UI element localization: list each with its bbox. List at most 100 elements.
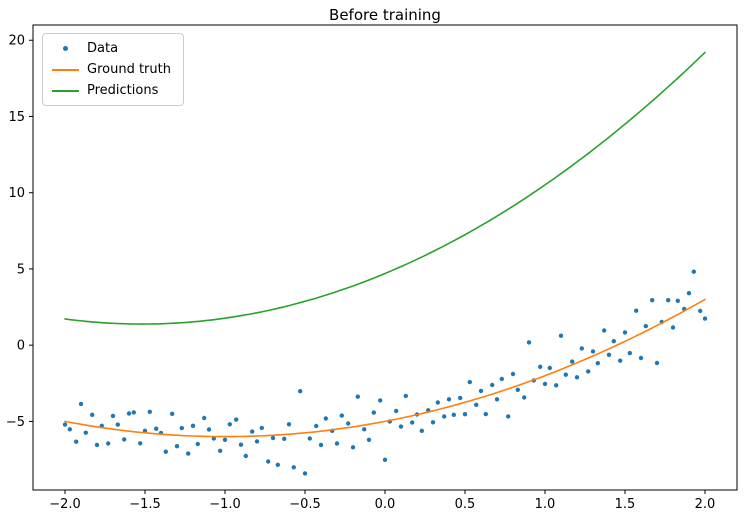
data-point	[643, 323, 648, 329]
scatter-series-data	[62, 269, 708, 476]
data-point	[211, 436, 216, 441]
data-point	[238, 442, 244, 447]
legend-label-data: Data	[87, 41, 119, 56]
data-point	[526, 340, 532, 345]
data-point	[586, 369, 591, 374]
y-tick-label: 0	[17, 339, 25, 354]
data-point	[483, 411, 488, 417]
data-point	[634, 308, 639, 313]
data-point	[446, 397, 452, 402]
data-point	[78, 401, 84, 407]
x-tick-label: 1.0	[535, 497, 556, 512]
data-point	[339, 413, 344, 418]
data-point	[270, 435, 276, 441]
data-point	[686, 291, 692, 296]
x-tick-label: 1.5	[615, 497, 636, 512]
data-point	[611, 339, 616, 344]
data-point	[243, 453, 248, 459]
data-point	[74, 439, 79, 444]
data-point	[590, 349, 596, 354]
data-point	[451, 412, 456, 417]
data-point	[334, 441, 340, 446]
data-point	[478, 388, 484, 394]
data-point	[282, 436, 287, 441]
data-point	[602, 328, 607, 333]
data-point	[266, 459, 271, 464]
data-point	[190, 423, 196, 428]
data-point	[494, 397, 500, 402]
legend-item-ground-truth: Ground truth	[52, 62, 171, 77]
data-point	[307, 436, 312, 441]
data-point	[174, 444, 180, 449]
data-point	[606, 352, 612, 357]
data-point	[131, 410, 136, 415]
line-series-ground-truth	[64, 298, 706, 438]
data-point	[110, 413, 116, 419]
x-tick-label: 2.0	[695, 497, 716, 512]
data-point	[371, 410, 376, 415]
data-point	[618, 358, 623, 363]
data-point	[403, 393, 408, 399]
data-point	[179, 425, 184, 431]
data-point	[442, 414, 447, 419]
data-point	[458, 395, 463, 401]
data-point	[275, 462, 280, 467]
data-point	[574, 375, 580, 380]
y-tick-label: 20	[8, 34, 25, 49]
data-point	[467, 379, 472, 385]
data-point	[378, 398, 383, 403]
data-point	[195, 441, 200, 447]
data-point	[542, 381, 548, 387]
data-point	[170, 411, 175, 416]
data-point	[154, 426, 159, 431]
data-point	[355, 394, 360, 399]
data-point	[435, 400, 440, 405]
data-point	[522, 395, 527, 400]
y-tick-label: 10	[8, 186, 25, 201]
data-point	[622, 330, 628, 335]
data-point	[259, 425, 264, 431]
line-series-predictions	[64, 51, 706, 325]
data-point	[515, 387, 520, 392]
data-point	[698, 308, 703, 314]
data-point	[314, 423, 319, 429]
x-tick-label: 0.5	[455, 497, 476, 512]
x-tick-label: −2.0	[49, 497, 81, 512]
data-point	[62, 422, 68, 427]
data-point	[138, 441, 143, 446]
ground-truth-line-icon	[52, 68, 79, 71]
data-point	[638, 355, 644, 361]
data-point	[202, 415, 207, 421]
data-point	[298, 389, 303, 394]
data-point	[563, 372, 568, 377]
data-point	[90, 412, 95, 417]
data-point	[83, 430, 89, 435]
data-point	[691, 269, 696, 274]
data-point	[499, 376, 504, 382]
data-point	[234, 417, 239, 422]
data-point	[675, 298, 680, 303]
data-point	[254, 439, 260, 444]
data-point	[286, 422, 292, 427]
data-point	[302, 471, 308, 476]
legend-item-data: Data	[52, 41, 171, 56]
data-point	[94, 442, 100, 448]
data-point	[382, 457, 388, 462]
data-point	[227, 422, 232, 427]
legend-label-ground-truth: Ground truth	[87, 62, 171, 77]
data-point	[122, 437, 127, 442]
data-point	[115, 422, 121, 427]
legend: Data Ground truth Predictions	[42, 33, 184, 106]
data-point	[702, 316, 708, 321]
data-point	[318, 442, 324, 448]
data-point	[394, 408, 399, 414]
data-point	[627, 350, 632, 356]
data-point	[666, 298, 671, 303]
data-point	[410, 420, 415, 425]
data-point	[362, 427, 367, 432]
chart-title: Before training	[329, 6, 441, 24]
legend-item-predictions: Predictions	[52, 83, 171, 98]
data-point	[291, 465, 296, 470]
